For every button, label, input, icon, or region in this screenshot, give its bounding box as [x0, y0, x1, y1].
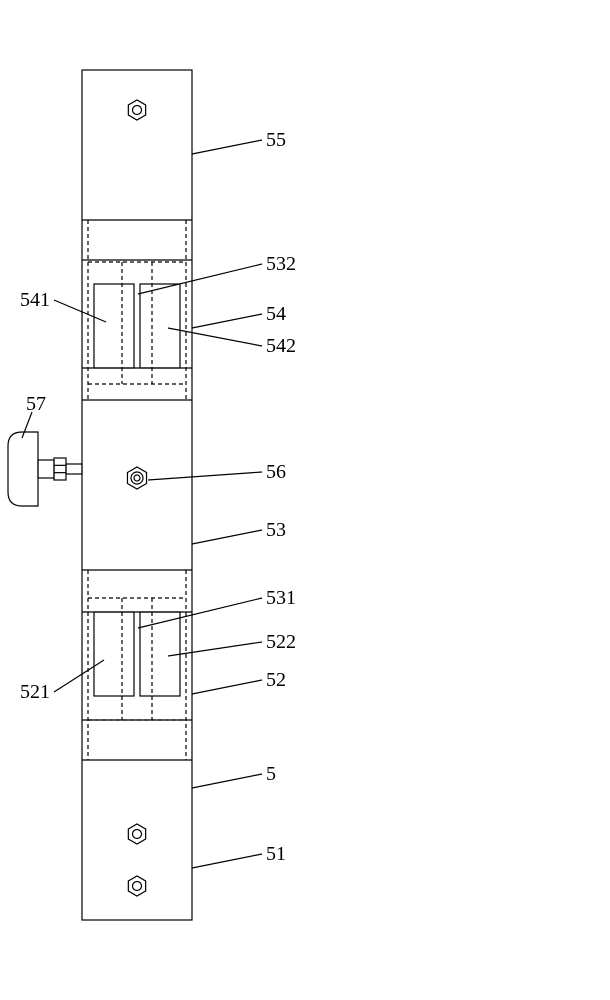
svg-text:522: 522: [266, 631, 296, 653]
svg-text:57: 57: [26, 393, 46, 415]
svg-text:52: 52: [266, 669, 286, 691]
svg-text:55: 55: [266, 129, 286, 151]
svg-text:56: 56: [266, 461, 286, 483]
svg-text:51: 51: [266, 843, 286, 865]
svg-text:541: 541: [20, 289, 50, 311]
svg-text:53: 53: [266, 519, 286, 541]
svg-text:54: 54: [266, 303, 286, 325]
svg-text:5: 5: [266, 763, 276, 785]
svg-text:521: 521: [20, 681, 50, 703]
svg-text:531: 531: [266, 587, 296, 609]
svg-text:532: 532: [266, 253, 296, 275]
svg-text:542: 542: [266, 335, 296, 357]
